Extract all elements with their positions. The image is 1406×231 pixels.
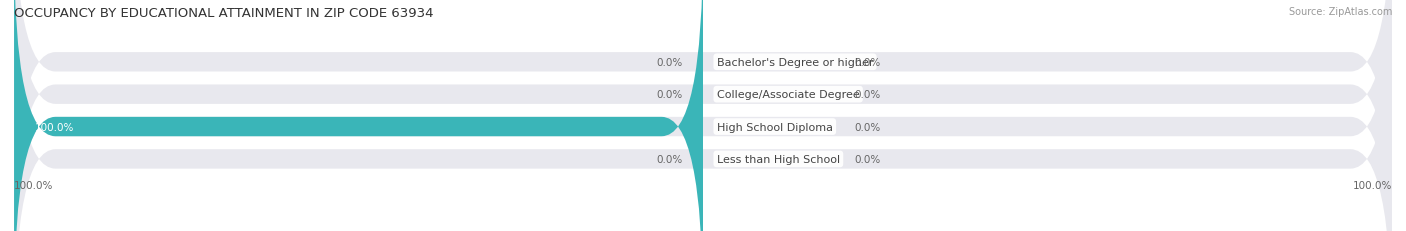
Text: 100.0%: 100.0% [35, 122, 75, 132]
FancyBboxPatch shape [14, 0, 1392, 231]
Text: Bachelor's Degree or higher: Bachelor's Degree or higher [717, 58, 873, 67]
Text: 100.0%: 100.0% [14, 180, 53, 190]
FancyBboxPatch shape [14, 0, 1392, 231]
Text: 0.0%: 0.0% [855, 122, 880, 132]
Text: 0.0%: 0.0% [855, 58, 880, 67]
Text: Source: ZipAtlas.com: Source: ZipAtlas.com [1288, 7, 1392, 17]
Text: 100.0%: 100.0% [1353, 180, 1392, 190]
FancyBboxPatch shape [14, 0, 1392, 231]
Text: High School Diploma: High School Diploma [717, 122, 832, 132]
Text: Less than High School: Less than High School [717, 154, 839, 164]
Text: 0.0%: 0.0% [657, 90, 682, 100]
FancyBboxPatch shape [14, 0, 1392, 231]
Text: 0.0%: 0.0% [657, 58, 682, 67]
Text: 0.0%: 0.0% [855, 90, 880, 100]
Text: 0.0%: 0.0% [657, 154, 682, 164]
Text: College/Associate Degree: College/Associate Degree [717, 90, 859, 100]
FancyBboxPatch shape [14, 0, 703, 231]
Text: OCCUPANCY BY EDUCATIONAL ATTAINMENT IN ZIP CODE 63934: OCCUPANCY BY EDUCATIONAL ATTAINMENT IN Z… [14, 7, 433, 20]
Text: 0.0%: 0.0% [855, 154, 880, 164]
